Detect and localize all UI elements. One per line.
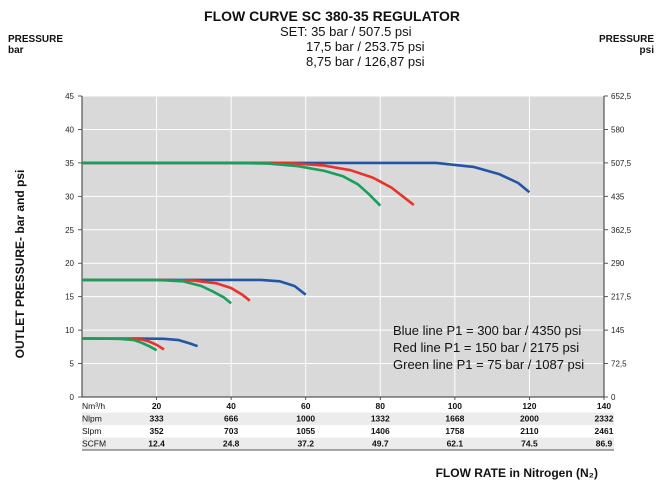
table-cell: 60 <box>301 401 311 411</box>
legend-entry: Red line P1 = 150 bar / 2175 psi <box>393 340 579 355</box>
table-cell: 74.5 <box>521 439 538 449</box>
table-cell: 1668 <box>445 414 464 424</box>
right-axis-heading-line2: psi <box>639 45 654 56</box>
table-cell: 333 <box>149 414 163 424</box>
series-line-green-8_75 <box>81 337 158 352</box>
table-cell: 1758 <box>445 426 464 436</box>
table-cell: 20 <box>152 401 162 411</box>
table-cell: 62.1 <box>447 439 464 449</box>
right-axis-heading-line1: PRESSURE <box>598 34 654 45</box>
table-cell: 24.8 <box>223 439 240 449</box>
y-tick-label-psi: 145 <box>611 326 625 335</box>
y-tick-label-psi: 72,5 <box>611 360 627 369</box>
y-tick-label-bar: 10 <box>65 326 74 335</box>
table-cell: 1332 <box>371 414 390 424</box>
table-cell: 2110 <box>520 426 539 436</box>
table-cell: 100 <box>448 401 462 411</box>
left-axis-heading-line1: PRESSURE <box>8 34 64 45</box>
y-tick-label-psi: 362,5 <box>611 226 632 235</box>
table-cell: 1055 <box>296 426 315 436</box>
table-cell: 2461 <box>595 426 614 436</box>
table-row-label: SCFM <box>82 439 106 449</box>
table-row-label: Slpm <box>82 426 101 436</box>
series-line-green-35 <box>82 161 382 207</box>
y-tick-label-bar: 20 <box>65 259 74 268</box>
right-axis-heading: PRESSURE psi <box>599 34 654 56</box>
y-tick-label-bar: 30 <box>65 192 74 201</box>
y-tick-label-bar: 35 <box>65 159 74 168</box>
left-axis-heading-line2: bar <box>8 45 24 56</box>
y-tick-label-psi: 290 <box>611 259 625 268</box>
table-row-band <box>82 437 614 450</box>
table-cell: 37.2 <box>297 439 314 449</box>
y-tick-label-bar: 15 <box>65 293 74 302</box>
table-row-label: Nlpm <box>82 414 102 424</box>
table-cell: 49.7 <box>372 439 389 449</box>
table-cell: 666 <box>224 414 238 424</box>
legend-entry: Green line P1 = 75 bar / 1087 psi <box>393 357 584 372</box>
legend-entry: Blue line P1 = 300 bar / 4350 psi <box>393 323 581 338</box>
table-row-band <box>82 425 614 438</box>
set-line-1: SET: 35 bar / 507.5 psi <box>280 24 412 39</box>
table-cell: 120 <box>522 401 536 411</box>
y-tick-label-bar: 5 <box>70 360 75 369</box>
table-cell: 2000 <box>520 414 539 424</box>
y-tick-label-psi: 435 <box>611 192 625 201</box>
y-tick-label-bar: 40 <box>65 125 74 134</box>
table-cell: 352 <box>149 426 163 436</box>
table-cell: 703 <box>224 426 238 436</box>
chart-title: FLOW CURVE SC 380-35 REGULATOR <box>204 8 460 24</box>
x-axis-label: FLOW RATE in Nitrogen (N₂) <box>435 466 598 480</box>
table-cell: 80 <box>376 401 386 411</box>
table-cell: 1406 <box>371 426 390 436</box>
table-cell: 86.9 <box>596 439 613 449</box>
table-cell: 2332 <box>595 414 614 424</box>
table-cell: 1000 <box>296 414 315 424</box>
set-line-3: 8,75 bar / 126,87 psi <box>306 54 425 69</box>
table-row-label: Nm³/h <box>82 401 105 411</box>
plot-area <box>82 96 604 397</box>
table-row-band <box>82 400 614 413</box>
y-tick-label-bar: 25 <box>65 226 74 235</box>
y-tick-label-psi: 580 <box>611 125 625 134</box>
table-row-band <box>82 412 614 425</box>
series-line-green-17_5 <box>82 278 232 305</box>
left-axis-heading: PRESSURE bar <box>8 34 63 56</box>
set-line-2: 17,5 bar / 253.75 psi <box>306 39 425 54</box>
table-cell: 12.4 <box>148 439 165 449</box>
y-tick-label-bar: 0 <box>70 393 75 402</box>
y-tick-label-psi: 0 <box>611 393 616 402</box>
y-tick-label-psi: 652,5 <box>611 92 632 101</box>
table-cell: 40 <box>226 401 236 411</box>
y-tick-label-psi: 507,5 <box>611 159 632 168</box>
y-tick-label-bar: 45 <box>65 92 74 101</box>
y-tick-label-psi: 217,5 <box>611 293 632 302</box>
table-cell: 140 <box>597 401 611 411</box>
